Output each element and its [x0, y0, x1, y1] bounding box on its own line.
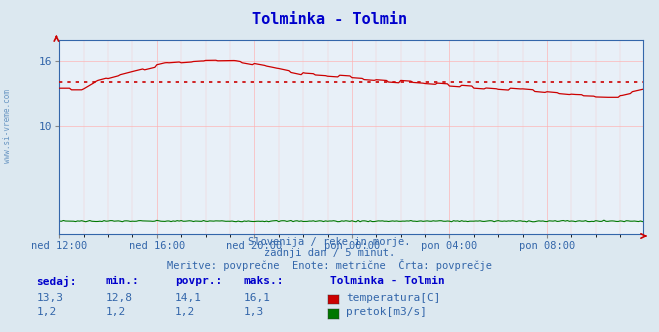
- Text: sedaj:: sedaj:: [36, 276, 76, 287]
- Text: 12,8: 12,8: [105, 293, 132, 303]
- Text: temperatura[C]: temperatura[C]: [346, 293, 440, 303]
- Text: pretok[m3/s]: pretok[m3/s]: [346, 307, 427, 317]
- Text: 13,3: 13,3: [36, 293, 63, 303]
- Text: 1,2: 1,2: [36, 307, 57, 317]
- Text: Tolminka - Tolmin: Tolminka - Tolmin: [252, 12, 407, 27]
- Text: Slovenija / reke in morje.: Slovenija / reke in morje.: [248, 237, 411, 247]
- Text: Tolminka - Tolmin: Tolminka - Tolmin: [330, 276, 444, 286]
- Text: povpr.:: povpr.:: [175, 276, 222, 286]
- Text: www.si-vreme.com: www.si-vreme.com: [3, 89, 13, 163]
- Text: 1,2: 1,2: [175, 307, 195, 317]
- Text: maks.:: maks.:: [244, 276, 284, 286]
- Text: Meritve: povprečne  Enote: metrične  Črta: povprečje: Meritve: povprečne Enote: metrične Črta:…: [167, 259, 492, 271]
- Text: 14,1: 14,1: [175, 293, 202, 303]
- Text: min.:: min.:: [105, 276, 139, 286]
- Text: 16,1: 16,1: [244, 293, 271, 303]
- Text: 1,3: 1,3: [244, 307, 264, 317]
- Text: 1,2: 1,2: [105, 307, 126, 317]
- Text: zadnji dan / 5 minut.: zadnji dan / 5 minut.: [264, 248, 395, 258]
